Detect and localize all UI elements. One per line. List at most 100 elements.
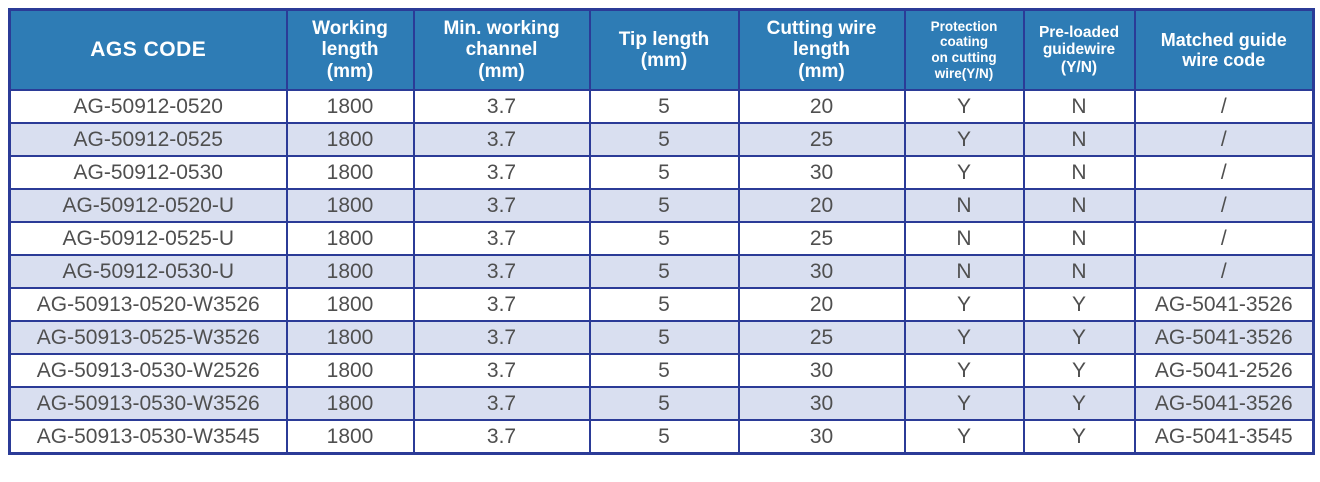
- table-cell: AG-50912-0525-U: [8, 221, 288, 256]
- table-cell: 5: [588, 353, 740, 388]
- table-cell: AG-50913-0525-W3526: [8, 320, 288, 355]
- table-cell: 5: [588, 155, 740, 190]
- table-row: AG-50912-0520-U 1800 3.7 5 20 N N /: [8, 188, 1315, 223]
- table-cell: /: [1133, 122, 1315, 157]
- table-cell: AG-5041-3545: [1133, 419, 1315, 455]
- table-cell: /: [1133, 254, 1315, 289]
- table-cell: Y: [1022, 320, 1136, 355]
- table-row: AG-50913-0530-W3526 1800 3.7 5 30 Y Y AG-5041-3…: [8, 386, 1315, 421]
- table-cell: 3.7: [412, 188, 591, 223]
- table-cell: N: [903, 221, 1025, 256]
- table-cell: 5: [588, 419, 740, 455]
- table-cell: AG-50913-0530-W3545: [8, 419, 288, 455]
- table-cell: /: [1133, 221, 1315, 256]
- table-body: AG-50912-0520 1800 3.7 5 20 Y N / AG-50912-0525 1…: [8, 89, 1315, 455]
- table-cell: 5: [588, 221, 740, 256]
- table-row: AG-50912-0520 1800 3.7 5 20 Y N /: [8, 89, 1315, 124]
- table-cell: Y: [903, 287, 1025, 322]
- table-container: AGS CODE Working length (mm) Min. working …: [8, 8, 1315, 455]
- header-row: AGS CODE Working length (mm) Min. working …: [8, 8, 1315, 91]
- table-cell: 3.7: [412, 419, 591, 455]
- table-cell: AG-5041-3526: [1133, 287, 1315, 322]
- table-cell: 3.7: [412, 122, 591, 157]
- table-cell: Y: [903, 353, 1025, 388]
- table-cell: 3.7: [412, 254, 591, 289]
- table-cell: Y: [903, 155, 1025, 190]
- table-row: AG-50912-0530 1800 3.7 5 30 Y N /: [8, 155, 1315, 190]
- table-row: AG-50913-0520-W3526 1800 3.7 5 20 Y Y AG-5041-3…: [8, 287, 1315, 322]
- table-cell: Y: [1022, 386, 1136, 421]
- table-cell: 30: [737, 254, 906, 289]
- table-row: AG-50913-0530-W3545 1800 3.7 5 30 Y Y AG-5041-3…: [8, 419, 1315, 455]
- table-cell: 1800: [285, 254, 415, 289]
- table-cell: 20: [737, 188, 906, 223]
- column-header: Matched guide wire code: [1133, 8, 1315, 91]
- table-cell: AG-50912-0530: [8, 155, 288, 190]
- table-cell: 25: [737, 122, 906, 157]
- table-cell: Y: [903, 320, 1025, 355]
- table-cell: AG-50912-0520-U: [8, 188, 288, 223]
- table-cell: 5: [588, 89, 740, 124]
- table-cell: 1800: [285, 419, 415, 455]
- table-cell: 1800: [285, 221, 415, 256]
- table-cell: 20: [737, 287, 906, 322]
- table-cell: 3.7: [412, 386, 591, 421]
- table-cell: 3.7: [412, 89, 591, 124]
- table-cell: AG-5041-3526: [1133, 320, 1315, 355]
- table-cell: 25: [737, 221, 906, 256]
- table-cell: 1800: [285, 155, 415, 190]
- table-cell: 3.7: [412, 287, 591, 322]
- table-cell: /: [1133, 89, 1315, 124]
- table-cell: 5: [588, 122, 740, 157]
- table-cell: N: [1022, 155, 1136, 190]
- table-cell: 1800: [285, 320, 415, 355]
- column-header: Min. working channel (mm): [412, 8, 591, 91]
- column-header: Pre-loaded guidewire (Y/N): [1022, 8, 1136, 91]
- table-cell: 1800: [285, 287, 415, 322]
- table-cell: 5: [588, 188, 740, 223]
- table-cell: AG-50912-0525: [8, 122, 288, 157]
- table-cell: 3.7: [412, 320, 591, 355]
- table-cell: Y: [903, 419, 1025, 455]
- table-row: AG-50913-0530-W2526 1800 3.7 5 30 Y Y AG-5041-2…: [8, 353, 1315, 388]
- table-cell: Y: [1022, 419, 1136, 455]
- table-row: AG-50912-0525 1800 3.7 5 25 Y N /: [8, 122, 1315, 157]
- table-cell: Y: [1022, 353, 1136, 388]
- table-cell: 3.7: [412, 353, 591, 388]
- table-cell: 1800: [285, 89, 415, 124]
- table-cell: AG-50912-0520: [8, 89, 288, 124]
- table-cell: N: [1022, 188, 1136, 223]
- table-cell: 3.7: [412, 221, 591, 256]
- table-cell: N: [903, 254, 1025, 289]
- table-cell: N: [1022, 221, 1136, 256]
- table-cell: AG-50913-0530-W3526: [8, 386, 288, 421]
- table-cell: AG-5041-2526: [1133, 353, 1315, 388]
- table-cell: 5: [588, 320, 740, 355]
- table-cell: 20: [737, 89, 906, 124]
- product-spec-table: AGS CODE Working length (mm) Min. working …: [8, 8, 1315, 455]
- table-cell: N: [1022, 122, 1136, 157]
- column-header: Tip length (mm): [588, 8, 740, 91]
- table-cell: 30: [737, 353, 906, 388]
- table-cell: AG-50913-0530-W2526: [8, 353, 288, 388]
- column-header: AGS CODE: [8, 8, 288, 91]
- table-cell: AG-50912-0530-U: [8, 254, 288, 289]
- table-cell: AG-50913-0520-W3526: [8, 287, 288, 322]
- table-cell: /: [1133, 188, 1315, 223]
- table-row: AG-50912-0525-U 1800 3.7 5 25 N N /: [8, 221, 1315, 256]
- table-cell: 5: [588, 254, 740, 289]
- table-row: AG-50913-0525-W3526 1800 3.7 5 25 Y Y AG-5041-3…: [8, 320, 1315, 355]
- column-header: Protection coating on cutting wire(Y/N): [903, 8, 1025, 91]
- table-cell: 1800: [285, 122, 415, 157]
- table-cell: 1800: [285, 188, 415, 223]
- column-header: Working length (mm): [285, 8, 415, 91]
- table-cell: Y: [903, 89, 1025, 124]
- table-cell: 5: [588, 287, 740, 322]
- table-cell: 1800: [285, 353, 415, 388]
- table-cell: 30: [737, 419, 906, 455]
- table-cell: 30: [737, 155, 906, 190]
- table-cell: Y: [903, 122, 1025, 157]
- table-cell: N: [1022, 254, 1136, 289]
- table-cell: Y: [1022, 287, 1136, 322]
- table-cell: 25: [737, 320, 906, 355]
